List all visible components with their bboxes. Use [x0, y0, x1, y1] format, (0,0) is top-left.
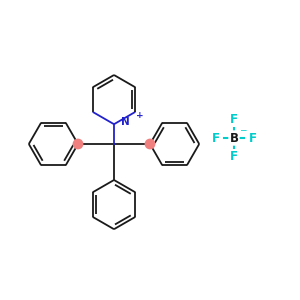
Text: F: F	[212, 131, 219, 145]
Circle shape	[73, 139, 83, 149]
Text: F: F	[249, 131, 256, 145]
Text: N: N	[121, 117, 129, 127]
Text: B: B	[230, 131, 238, 145]
Text: −: −	[239, 125, 246, 134]
Text: F: F	[230, 150, 238, 163]
Text: +: +	[136, 111, 144, 120]
Text: F: F	[230, 113, 238, 126]
Circle shape	[145, 139, 155, 149]
